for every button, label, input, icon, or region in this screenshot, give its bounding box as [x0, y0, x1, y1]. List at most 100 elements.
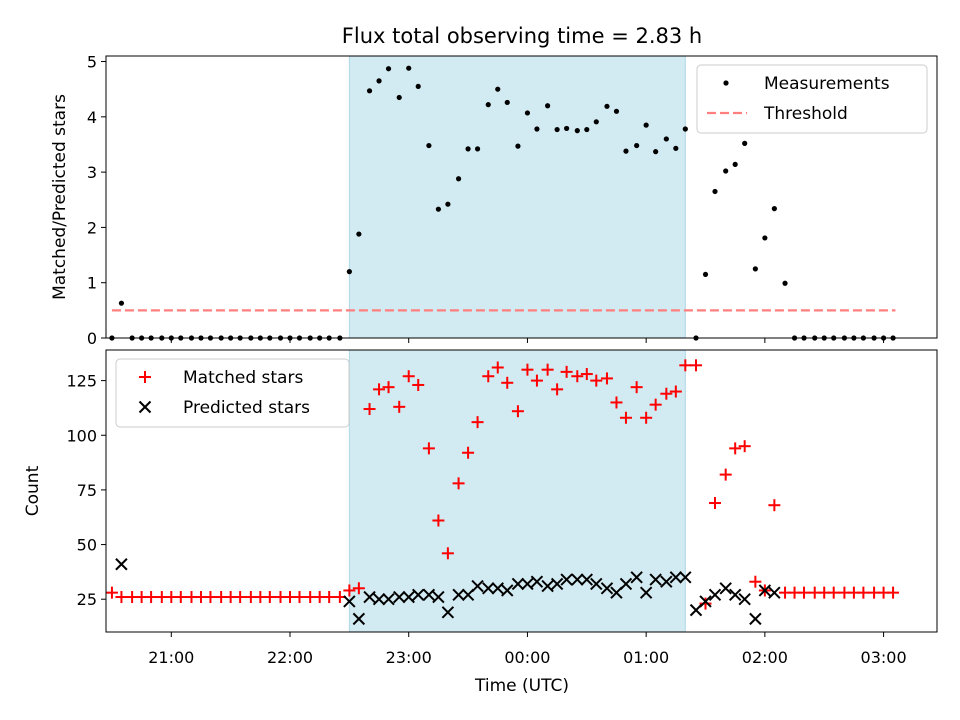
- predicted-stars-point-b: [482, 582, 495, 595]
- matched-stars-point: [412, 378, 425, 391]
- x-tick-label: 00:00: [504, 648, 550, 667]
- predicted-stars-point-b: [639, 586, 653, 599]
- predicted-stars-point: [432, 590, 445, 604]
- matched-stars-point: [571, 370, 584, 383]
- x-tick-label: 02:00: [742, 648, 788, 667]
- predicted-stars-point: [630, 571, 643, 584]
- predicted-stars-point: [679, 571, 692, 584]
- predicted-stars-point-b: [738, 593, 751, 606]
- series-matched-stars: [105, 359, 900, 610]
- matched-stars-point: [393, 400, 406, 413]
- measurements-point: [534, 126, 540, 132]
- matched-stars-point: [690, 359, 703, 372]
- matched-stars-point: [145, 591, 158, 604]
- matched-stars-point: [590, 374, 603, 387]
- y-tick-label: 25: [77, 590, 97, 609]
- y-tick-label: 2: [87, 218, 97, 237]
- matched-stars-point: [709, 497, 722, 510]
- predicted-stars-point: [639, 586, 653, 599]
- legend-entry-measurements: Measurements: [723, 74, 890, 94]
- legend-matched-stars-swatch: [139, 371, 151, 383]
- matched-stars-point: [857, 586, 870, 599]
- matched-stars-point: [402, 370, 415, 383]
- observing-span: [348, 55, 686, 339]
- legend-predicted-stars-label: Predicted stars: [183, 398, 310, 418]
- predicted-stars-point: [471, 579, 484, 593]
- legend: Matched stars Predicted stars: [115, 358, 350, 428]
- matched-stars-point: [511, 405, 524, 418]
- predicted-stars-point-b: [660, 575, 673, 588]
- y-tick-label: 4: [87, 108, 97, 127]
- predicted-stars-point-b: [649, 573, 662, 586]
- y-tick-label: 3: [87, 163, 97, 182]
- measurements-point: [702, 271, 709, 278]
- predicted-stars-point-b: [550, 577, 564, 591]
- observing-span: [348, 349, 686, 633]
- measurements-point: [366, 88, 373, 94]
- matched-stars-point: [432, 514, 445, 527]
- measurements-point: [435, 206, 441, 212]
- measurements-point: [593, 119, 599, 125]
- matched-stars-point: [363, 403, 376, 416]
- predicted-stars-point-b: [501, 584, 514, 597]
- bottom-panel-counts: 25 50 75 100 125 21:00 22:00 23:00 00:00 01:00 02:…: [23, 349, 938, 667]
- matched-stars-point: [699, 597, 712, 610]
- predicted-stars-point: [560, 573, 573, 586]
- measurements-point: [604, 103, 610, 109]
- y-axis-label: Count: [23, 465, 43, 516]
- predicted-stars-point-b: [363, 590, 376, 604]
- predicted-stars-point: [580, 573, 593, 586]
- matched-stars-point: [541, 363, 554, 376]
- predicted-stars-point-b: [471, 579, 484, 593]
- measurements-point: [524, 110, 531, 116]
- predicted-stars-point: [699, 595, 712, 608]
- matched-stars-point: [551, 383, 564, 396]
- predicted-stars-point: [649, 573, 662, 586]
- predicted-stars-point: [452, 588, 465, 602]
- matched-stars-point: [798, 586, 811, 599]
- y-tick-label: 5: [87, 53, 97, 72]
- chart-title: Flux total observing time = 2.83 h: [342, 24, 702, 48]
- predicted-stars-point-b: [600, 582, 614, 595]
- matched-stars-point: [115, 591, 128, 604]
- measurements-point: [455, 176, 462, 182]
- predicted-stars-point: [728, 588, 742, 602]
- matched-stars-point: [738, 440, 751, 453]
- predicted-stars-point-b: [441, 606, 455, 619]
- measurements-point: [584, 126, 590, 133]
- y-tick-label: 100: [66, 426, 97, 445]
- matched-stars-point: [619, 411, 632, 424]
- axes-frame: [105, 55, 938, 339]
- predicted-stars-point: [393, 590, 406, 604]
- measurements-point: [445, 201, 451, 207]
- matched-stars-point: [382, 381, 395, 394]
- x-tick-label: 01:00: [623, 648, 669, 667]
- predicted-stars-point-b: [452, 588, 465, 602]
- predicted-stars-point-b: [393, 590, 406, 604]
- measurements-point: [742, 140, 748, 146]
- matched-stars-point: [679, 359, 692, 372]
- matched-stars-point: [749, 575, 762, 588]
- matched-stars-point: [768, 499, 781, 512]
- predicted-stars-point: [550, 577, 564, 591]
- predicted-stars-point-b: [530, 575, 544, 588]
- measurements-point: [663, 136, 669, 142]
- predicted-stars-point-b: [372, 593, 386, 606]
- matched-stars-point: [323, 591, 336, 604]
- predicted-stars-point-b: [402, 590, 415, 604]
- legend-box: [696, 64, 928, 134]
- predicted-stars-point-b: [491, 582, 504, 595]
- measurements-point: [356, 231, 362, 237]
- measurements-point: [465, 146, 471, 152]
- measurements-point: [653, 149, 659, 155]
- predicted-stars-point: [343, 595, 356, 608]
- predicted-stars-point: [441, 606, 455, 619]
- legend-predicted-stars-swatch: [138, 400, 152, 414]
- matched-stars-point: [560, 365, 573, 378]
- predicted-stars-point: [363, 590, 376, 604]
- measurements-point: [564, 125, 570, 132]
- top-panel-measurements: 0 1 2 3 4 5 Matched/Predicted stars Measurement…: [50, 53, 938, 348]
- measurements-point: [723, 168, 729, 174]
- y-tick-label: 75: [77, 481, 97, 500]
